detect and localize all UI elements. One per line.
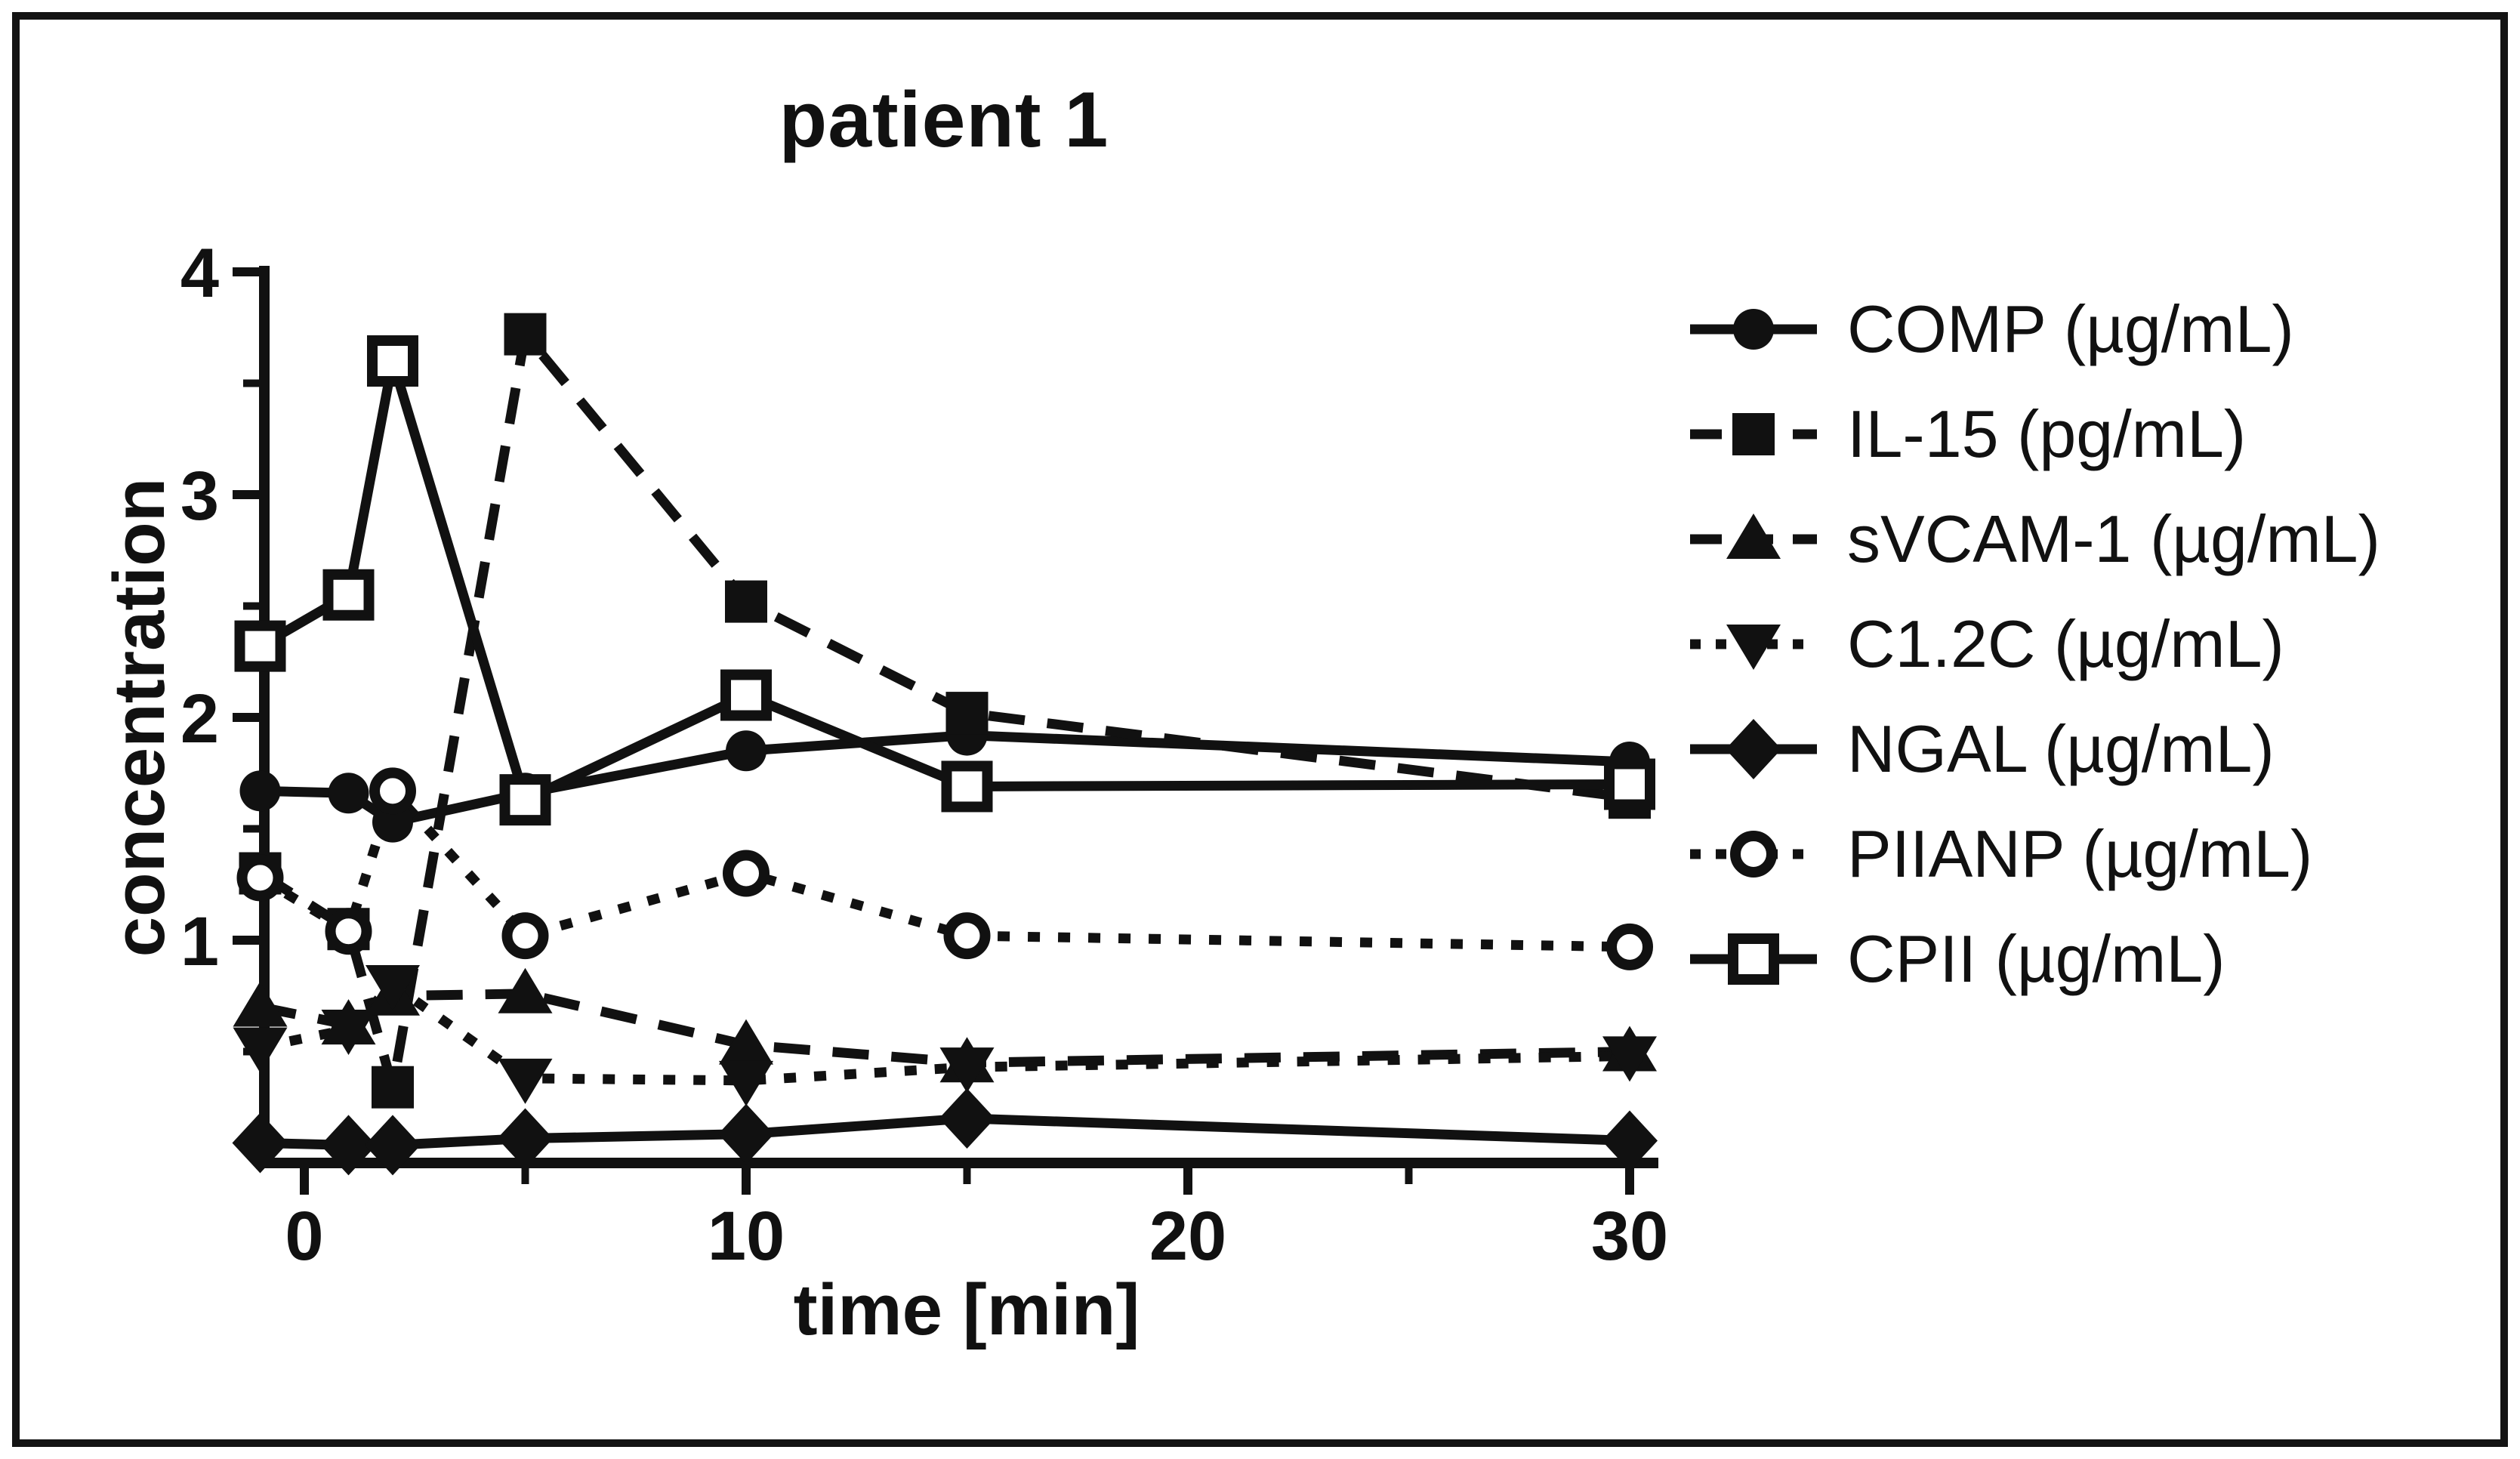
cpii-point [322,569,375,621]
ngal-point [1602,1110,1658,1171]
series-line-piianp [258,785,1630,952]
il15-point [504,313,547,356]
legend-glyph-comp [1733,308,1774,350]
comp-point [239,770,281,812]
legend-label-piianp: PIIANP (µg/mL) [1847,816,2313,891]
piianp-point [369,767,416,815]
legend-item-comp: COMP (µg/mL) [1686,276,2380,381]
legend-marker-triangle-up-filled-icon [1690,513,1817,559]
legend: COMP (µg/mL) IL-15 (pg/mL) sVCAM-1 (µg/mL)… [1686,276,2380,1011]
y-tick-label: 2 [180,680,219,757]
legend-item-ngal: NGAL (µg/mL) [1686,696,2380,801]
legend-marker-circle-open-icon [1690,830,1817,878]
piianp-point [943,912,991,960]
x-tick-label: 20 [1149,1198,1226,1275]
svcam1-point [233,981,288,1027]
ngal-point [320,1115,377,1176]
legend-item-cpii: CPII (µg/mL) [1686,906,2380,1011]
y-tick-label: 3 [180,458,219,535]
x-axis-label: time [min] [793,1269,1140,1350]
legend-glyph-piianp [1730,830,1777,878]
legend-marker-square-filled-icon [1690,412,1817,455]
legend-marker-diamond-filled-icon [1690,718,1817,779]
series-markers-piianp [236,767,1653,970]
series-markers-ngal [232,1088,1658,1176]
il15-point [945,692,989,735]
chart-title: patient 1 [779,76,1109,164]
legend-label-c12c: C1.2C (µg/mL) [1847,606,2284,681]
legend-label-svcam1: sVCAM-1 (µg/mL) [1847,501,2380,576]
series-line-c12c [259,979,1630,1086]
cpii-point [234,620,286,672]
comp-point [328,773,369,814]
ngal-point [365,1115,421,1176]
ngal-point [718,1103,774,1164]
legend-label-il15: IL-15 (pg/mL) [1847,396,2247,471]
cpii-point [499,774,551,826]
cpii-point [941,760,993,813]
legend-marker-circle-filled-icon [1690,308,1817,350]
cpii-point [1604,758,1655,810]
legend-item-svcam1: sVCAM-1 (µg/mL) [1686,486,2380,591]
legend-label-cpii: CPII (µg/mL) [1847,921,2225,996]
legend-glyph-cpii [1728,933,1779,985]
c12c-point [233,1027,288,1073]
legend-item-piianp: PIIANP (µg/mL) [1686,801,2380,906]
legend-glyph-il15 [1732,412,1775,455]
c12c-point [366,965,420,1010]
piianp-point [723,850,770,897]
svcam1-point [719,1019,773,1065]
c12c-point [1602,1036,1657,1082]
legend-glyph-ngal [1726,718,1781,779]
x-tick-label: 10 [708,1198,785,1275]
ngal-point [939,1088,995,1149]
series-markers-il15 [239,313,1651,1109]
legend-label-ngal: NGAL (µg/mL) [1847,711,2275,786]
il15-point [372,1066,414,1109]
svcam1-point [498,967,553,1013]
piianp-point [236,854,284,902]
series-markers-c12c [233,965,1657,1106]
piianp-point [1606,923,1653,970]
cpii-point [367,335,418,387]
piianp-point [325,908,372,955]
legend-glyph-svcam1 [1726,513,1781,559]
y-tick-label: 4 [180,235,219,312]
figure-border [12,12,2508,1447]
legend-marker-square-open-icon [1690,933,1817,985]
cpii-point [720,669,772,721]
il15-point [725,580,767,623]
ngal-point [232,1112,288,1174]
ngal-point [497,1108,554,1169]
legend-label-comp: COMP (µg/mL) [1847,291,2294,366]
c12c-point [321,1010,376,1055]
x-tick-label: 30 [1591,1198,1668,1275]
piianp-point [501,912,549,960]
c12c-point [498,1058,553,1104]
c12c-point [939,1047,995,1093]
series-line-il15 [258,329,1630,1093]
legend-marker-triangle-down-filled-icon [1690,624,1817,670]
x-tick-label: 0 [285,1198,323,1275]
comp-point [726,730,766,772]
y-tick-label: 1 [180,903,219,980]
legend-item-c12c: C1.2C (µg/mL) [1686,591,2380,696]
legend-glyph-c12c [1726,624,1781,670]
legend-item-il15: IL-15 (pg/mL) [1686,381,2380,486]
c12c-point [719,1060,773,1106]
series-markers-cpii [234,335,1655,826]
